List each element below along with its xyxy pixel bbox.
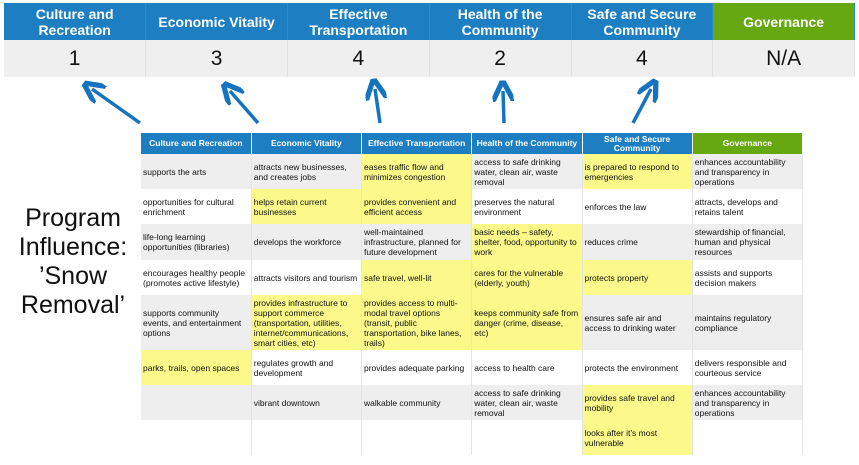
table-cell (692, 420, 804, 455)
arrow-icon (230, 91, 260, 125)
arrow-icon (631, 89, 651, 124)
summary-header: Health of the Community (429, 3, 572, 40)
table-cell: assists and supports decision makers (692, 260, 804, 295)
table-cell: parks, trails, open spaces (141, 350, 252, 385)
title-line: Removal’ (20, 291, 126, 319)
table-cell: supports the arts (141, 154, 252, 189)
table-cell: basic needs – safety, shelter, food, opp… (471, 224, 583, 260)
table-cell: well-maintained infrastructure, planned … (361, 224, 473, 260)
table-cell: vibrant downtown (251, 385, 363, 420)
table-cell: is prepared to respond to emergencies (582, 154, 693, 189)
table-cell (361, 420, 473, 455)
table-cell: enhances accountability and transparency… (692, 154, 804, 189)
table-cell: cares for the vulnerable (elderly, youth… (471, 260, 583, 295)
table-cell: provides convenient and efficient access (361, 189, 473, 224)
table-cell: walkable community (361, 385, 473, 420)
grid-header: Effective Transportation (361, 133, 473, 154)
table-row: vibrant downtown walkable community access… (141, 385, 804, 420)
table-cell: encourages healthy people (promotes acti… (141, 260, 252, 295)
table-row: parks, trails, open spaces regulates grow… (141, 350, 804, 385)
table-cell: ensures safe air and access to drinking … (582, 295, 693, 350)
table-cell: provides infrastructure to support comme… (251, 295, 363, 350)
grid-header: Economic Vitality (251, 133, 363, 154)
table-cell: supports community events, and entertain… (141, 295, 252, 350)
table-cell: access to safe drinking water, clean air… (471, 154, 583, 189)
table-cell: preserves the natural environment (471, 189, 583, 224)
grid-header: Culture and Recreation (141, 133, 252, 154)
summary-score: 4 (287, 40, 430, 77)
summary-header: Culture and Recreation (4, 3, 147, 40)
table-cell: provides safe travel and mobility (582, 385, 693, 420)
table-cell: enhances accountability and transparency… (692, 385, 804, 420)
table-cell: keeps community safe from danger (crime,… (471, 295, 583, 350)
table-row: supports community events, and entertain… (141, 295, 804, 350)
table-cell: life-long learning opportunities (librar… (141, 224, 252, 260)
arrow-icon (375, 89, 380, 124)
table-row: supports the arts attracts new businesses… (141, 154, 804, 189)
summary-score: 4 (571, 40, 714, 77)
program-title: Program Influence: ’Snow Removal’ (0, 204, 146, 320)
grid-header: Safe and Secure Community (582, 133, 693, 154)
summary-header: Effective Transportation (287, 3, 430, 40)
grid-header: Health of the Community (471, 133, 583, 154)
table-cell: maintains regulatory compliance (692, 295, 804, 350)
table-cell: reduces crime (582, 224, 693, 260)
summary-score: 1 (4, 40, 147, 77)
table-cell: safe travel, well-lit (361, 260, 473, 295)
table-cell: stewardship of financial, human and phys… (692, 224, 804, 260)
summary-header: Economic Vitality (145, 3, 288, 40)
summary-header: Safe and Secure Community (571, 3, 714, 40)
table-row: looks after it’s most vulnerable (141, 420, 804, 455)
table-cell: provides access to multi-modal travel op… (361, 295, 473, 350)
grid-header: Governance (692, 133, 804, 154)
table-cell: looks after it’s most vulnerable (582, 420, 693, 455)
title-line: ’Snow (38, 262, 108, 290)
table-cell: delivers responsible and courteous servi… (692, 350, 804, 385)
table-cell: access to health care (471, 350, 583, 385)
table-cell: attracts new businesses, and creates job… (251, 154, 363, 189)
table-cell: develops the workforce (251, 224, 363, 260)
table-cell: protects the environment (582, 350, 693, 385)
influence-table: Culture and Recreation Economic Vitality E… (141, 133, 804, 455)
summary-table: Culture and Recreation Economic Vitality… (4, 3, 855, 77)
table-cell: attracts, develops and retains talent (692, 189, 804, 224)
table-cell: opportunities for cultural enrichment (141, 189, 252, 224)
table-cell (141, 385, 252, 420)
table-cell: helps retain current businesses (251, 189, 363, 224)
arrow-icon (503, 91, 504, 124)
table-cell (471, 420, 583, 455)
table-cell (141, 420, 252, 455)
summary-score: 2 (429, 40, 572, 77)
table-cell: enforces the law (582, 189, 693, 224)
table-row: life-long learning opportunities (librar… (141, 224, 804, 260)
table-cell: eases traffic flow and minimizes congest… (361, 154, 473, 189)
table-cell: attracts visitors and tourism (251, 260, 363, 295)
table-cell: access to safe drinking water, clean air… (471, 385, 583, 420)
arrow-icon (92, 89, 142, 125)
table-cell: provides adequate parking (361, 350, 473, 385)
table-row: encourages healthy people (promotes acti… (141, 260, 804, 295)
summary-header: Governance (712, 3, 855, 40)
table-row: opportunities for cultural enrichment hel… (141, 189, 804, 224)
arrows (0, 0, 859, 125)
table-cell (251, 420, 363, 455)
summary-score: 3 (145, 40, 288, 77)
title-line: Program (25, 204, 121, 232)
table-cell: regulates growth and development (251, 350, 363, 385)
title-line: Influence: (18, 233, 128, 261)
table-cell: protects property (582, 260, 693, 295)
summary-score: N/A (712, 40, 855, 77)
